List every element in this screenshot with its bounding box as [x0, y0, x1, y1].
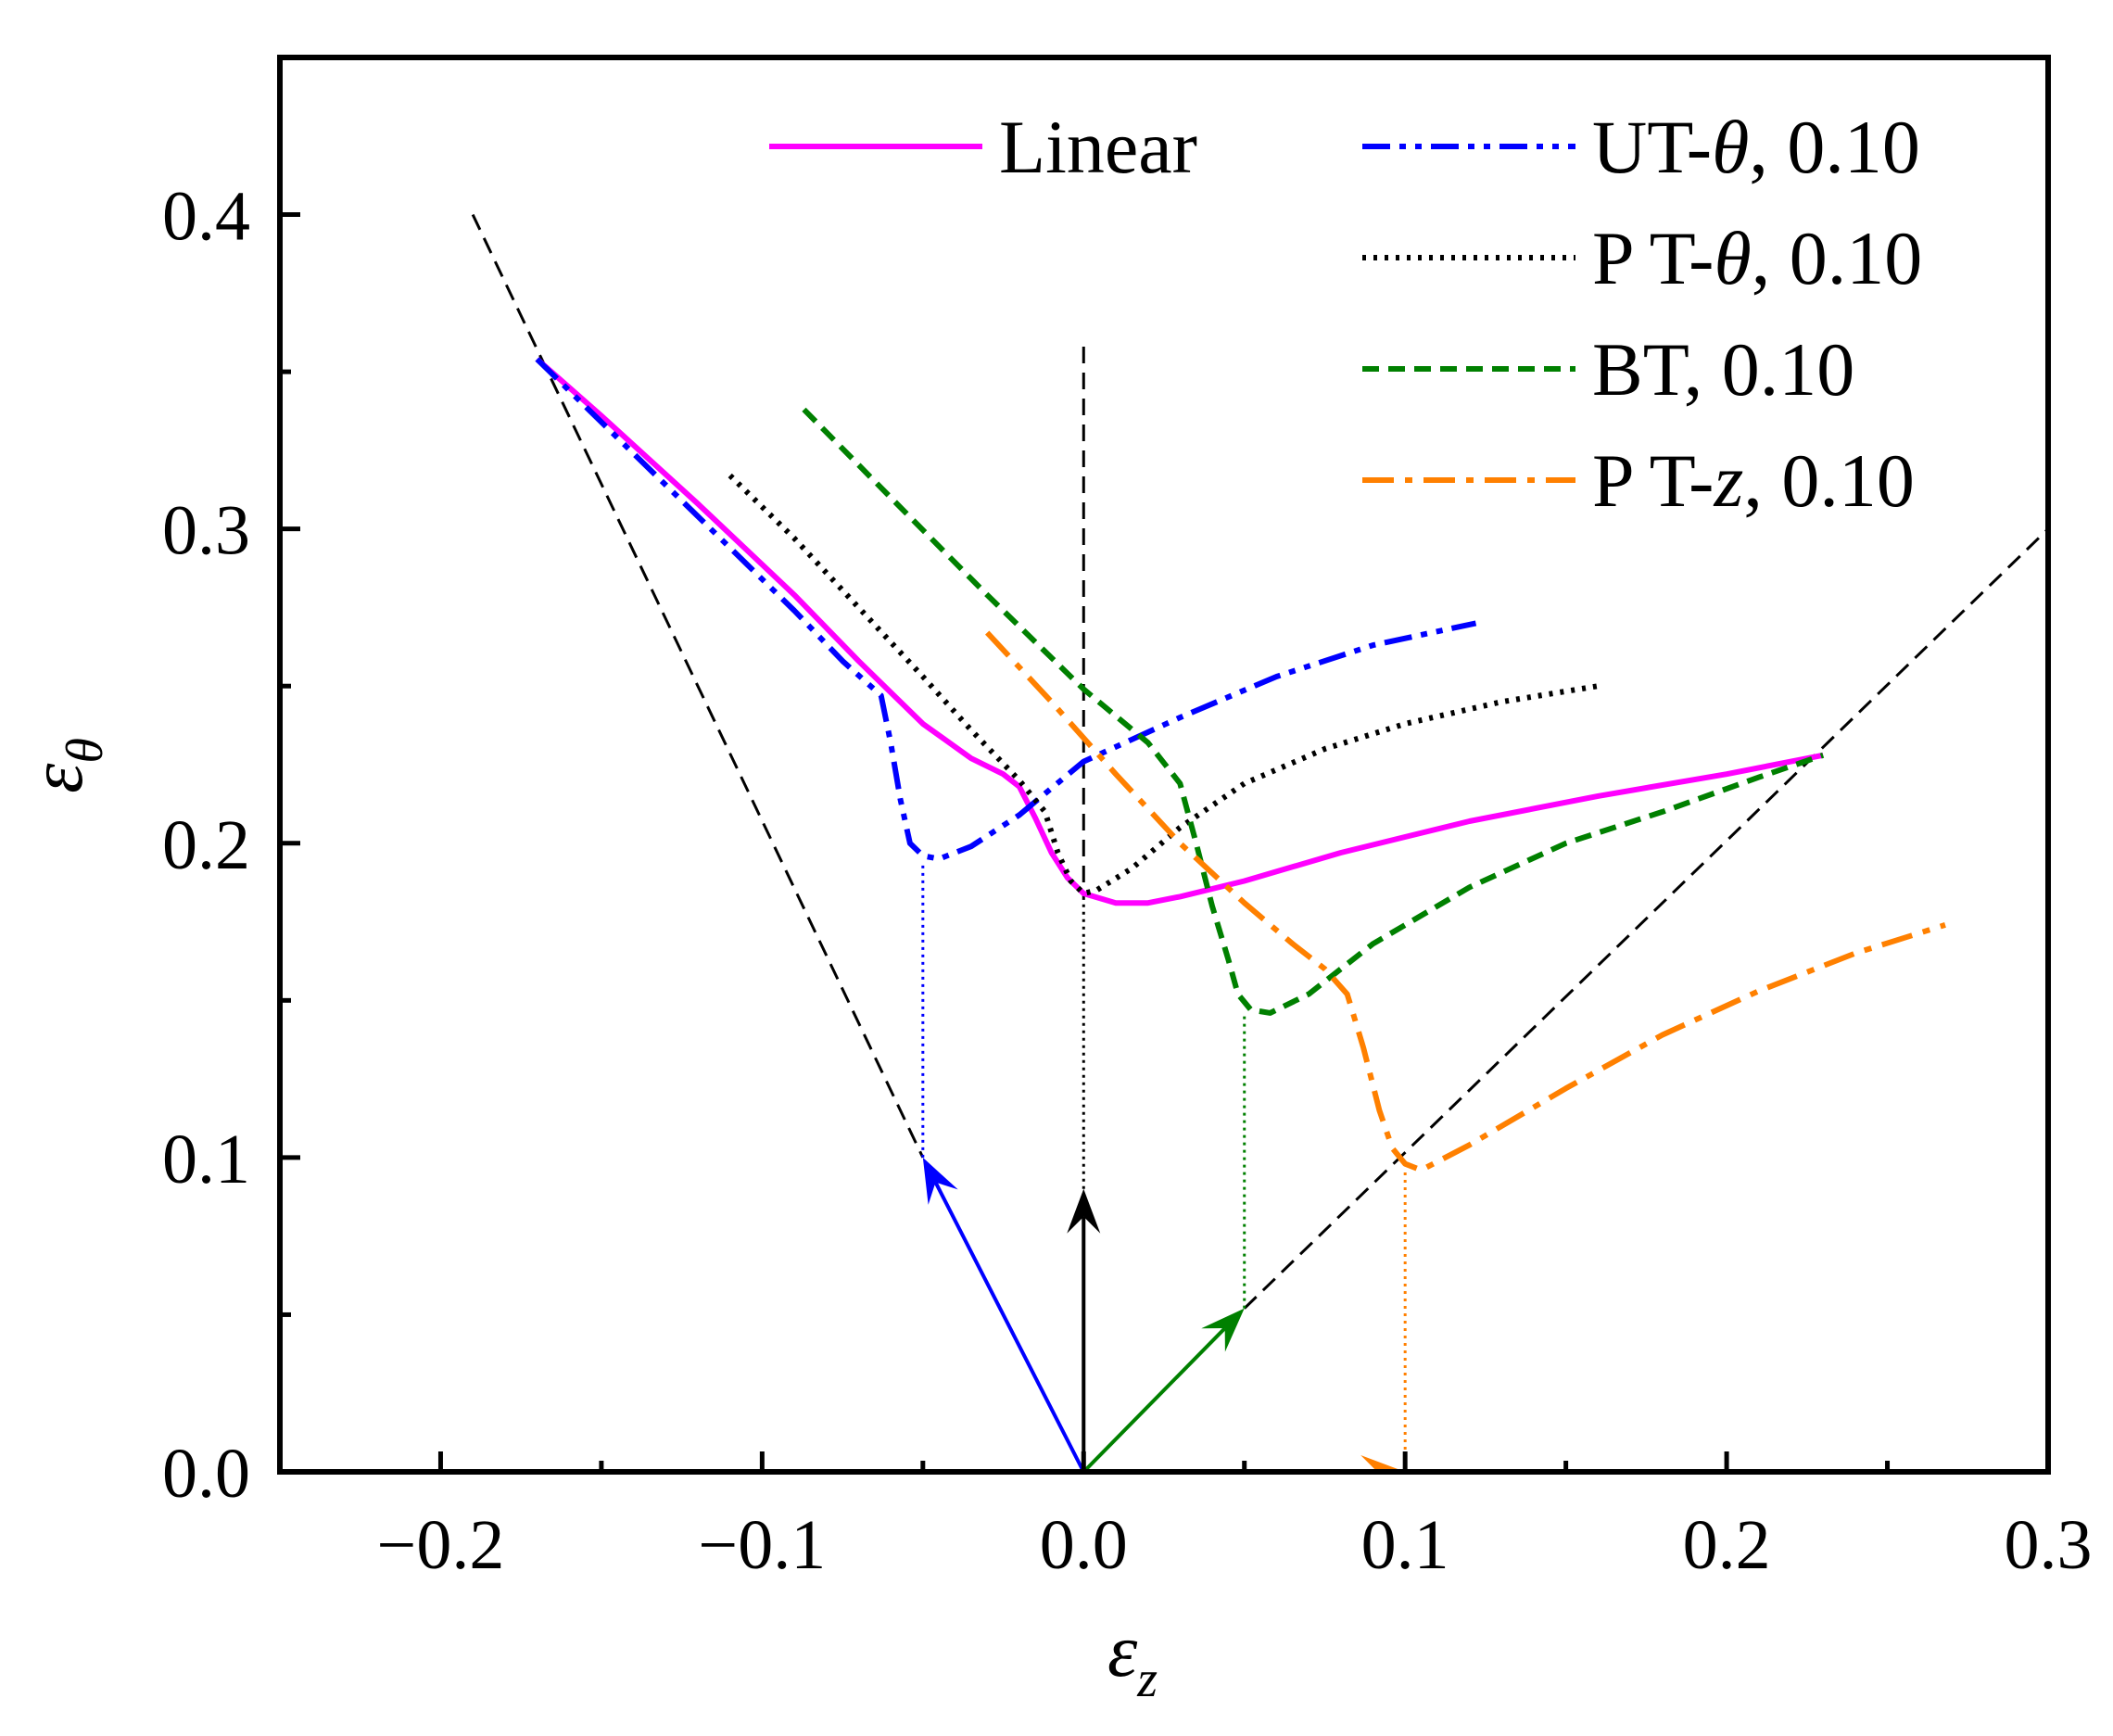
y-tick-label: 0.2	[162, 806, 250, 884]
y-tick-label: 0.1	[162, 1121, 250, 1198]
legend: Linear UT-θ, 0.10 P T-θ, 0.10 BT, 0.10 P T-z…	[769, 105, 1922, 523]
x-tick-label: −0.1	[698, 1506, 826, 1584]
series-line-linear	[535, 357, 1824, 906]
x-tick-label: 0.1	[1361, 1506, 1449, 1584]
series-line-ut-0-10	[535, 357, 1477, 862]
arrow-pt-theta	[1067, 1188, 1101, 1472]
x-tick-label: 0.2	[1683, 1506, 1771, 1584]
x-tick-label: −0.2	[377, 1506, 505, 1584]
plot-frame	[277, 55, 2051, 1475]
reference-line-right-boundary	[1243, 527, 2048, 1310]
legend-label: BT, 0.10	[1592, 327, 1854, 412]
legend-label: UT-θ, 0.10	[1592, 105, 1920, 189]
y-tick-label: 0.0	[162, 1435, 250, 1513]
arrow-bt	[1082, 1308, 1245, 1472]
series-line-p-t-z-0-10	[985, 630, 1946, 1173]
series-line-bt-0-10	[802, 407, 1825, 1016]
legend-label: P T-θ, 0.10	[1592, 216, 1922, 300]
legend-item-p-t-0-10: P T-θ, 0.10	[1362, 216, 1922, 300]
legend-item-linear: Linear	[769, 105, 1197, 189]
reference-line-left-boundary	[471, 213, 925, 1159]
legend-label: P T-z, 0.10	[1592, 438, 1915, 523]
legend-item-ut-0-10: UT-θ, 0.10	[1362, 105, 1920, 189]
arrow-ut-theta	[922, 1157, 1086, 1472]
legend-item-p-t-z-0-10: P T-z, 0.10	[1362, 438, 1915, 523]
legend-item-bt-0-10: BT, 0.10	[1362, 327, 1854, 412]
y-tick-label: 0.4	[162, 178, 250, 256]
x-tick-label: 0.0	[1040, 1506, 1128, 1584]
arrow-pt-z	[1083, 1455, 1406, 1472]
y-tick-label: 0.3	[162, 492, 250, 570]
legend-label: Linear	[999, 105, 1197, 189]
x-axis-title: εz	[1107, 1608, 1158, 1708]
y-axis-title: εθ	[14, 738, 114, 793]
x-tick-label: 0.3	[2005, 1506, 2093, 1584]
